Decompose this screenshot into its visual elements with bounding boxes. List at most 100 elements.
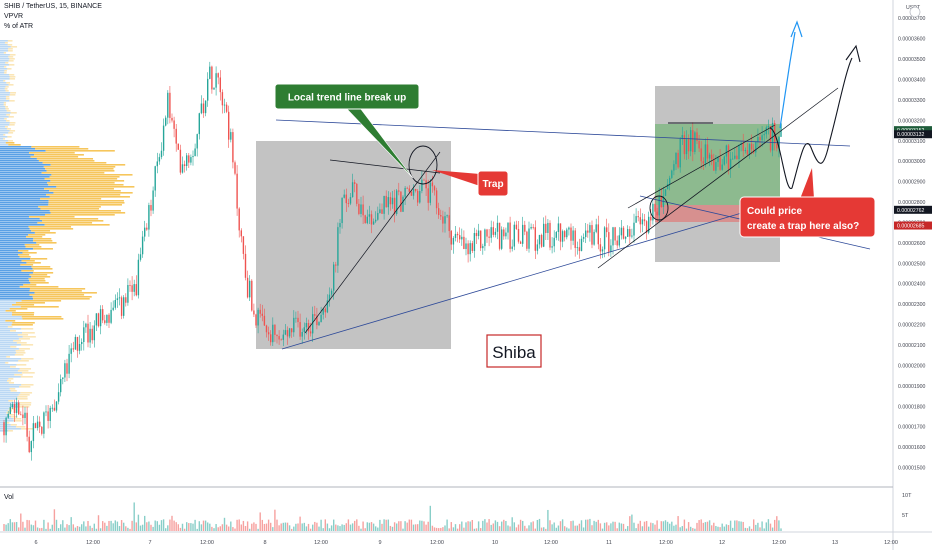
candle-body (158, 157, 161, 162)
candle-body (120, 297, 123, 316)
price-tag[interactable] (894, 221, 932, 230)
candle-body (624, 236, 627, 239)
vp-bar-up (0, 240, 34, 242)
price-tick-label: 0.00001700 (898, 425, 926, 431)
breakout-trend-line[interactable] (627, 124, 776, 209)
price-tag[interactable] (894, 205, 932, 214)
volume-bar (358, 525, 360, 531)
price-tick-label: 0.00003300 (898, 98, 926, 104)
vp-bar-down (44, 178, 118, 180)
symbol-title[interactable]: SHIB / TetherUS, 15, BINANCE (4, 3, 102, 10)
breakout-circle[interactable] (408, 145, 438, 185)
candle-body (133, 284, 135, 292)
vp-bar-up (0, 176, 50, 178)
candle-body (148, 205, 150, 230)
vp-bar-up (0, 284, 24, 286)
candle-body (257, 309, 259, 326)
candle-body (83, 327, 85, 342)
vp-bar-down (31, 230, 51, 232)
candle-body (459, 235, 461, 240)
volume-bar (91, 527, 93, 531)
volume-bar (421, 520, 423, 531)
candle-body (358, 203, 360, 214)
bullish-projection-path[interactable] (779, 31, 796, 129)
candle-body (284, 330, 287, 335)
vp-bar-down (8, 48, 13, 50)
vp-bar-up (0, 326, 8, 328)
volume-bar (146, 522, 148, 531)
volume-bar (379, 519, 381, 531)
candles[interactable] (3, 61, 782, 461)
volume-bar (112, 523, 114, 531)
vp-bar-down (9, 76, 16, 78)
candle-body (776, 143, 778, 149)
candle-body (135, 284, 137, 296)
projection-arrow-blue[interactable] (790, 20, 803, 38)
volume-bar (303, 522, 305, 531)
vp-bar-down (32, 296, 92, 298)
volume-bar (690, 526, 692, 531)
vp-bar-up (0, 250, 19, 252)
volume-bar (288, 525, 291, 531)
volume-bar (444, 525, 446, 531)
price-tag[interactable] (894, 126, 932, 135)
vp-bar-down (25, 246, 42, 248)
vp-bar-up (0, 100, 10, 102)
volume-bar (555, 527, 557, 531)
trap-scenario-path[interactable] (769, 57, 853, 189)
vp-bar-down (6, 114, 11, 116)
vp-bar-down (29, 228, 74, 230)
price-tick-label: 0.00002100 (898, 343, 926, 349)
trend-break-callout[interactable] (274, 83, 420, 110)
could-price-callout[interactable] (739, 196, 876, 238)
vp-bar-up (0, 54, 10, 56)
candle-body (729, 158, 732, 169)
vp-bar-down (20, 392, 33, 394)
indicator-name[interactable]: VPVR (4, 13, 24, 20)
local-resistance-line[interactable] (329, 159, 441, 174)
vp-bar-up (0, 62, 6, 64)
volume-bar (242, 520, 245, 531)
volume-bar (645, 520, 648, 531)
price-axis[interactable]: 0.00003700 0.00003600 0.00003500 0.00003400… (894, 5, 932, 519)
volume-bar (181, 523, 184, 531)
candle-body (708, 154, 711, 159)
breakout-circle-2[interactable] (649, 195, 669, 221)
vp-bar-up (0, 184, 49, 186)
candle-body (673, 164, 675, 171)
volume-bars[interactable] (3, 502, 782, 531)
volume-bar (442, 527, 444, 531)
candle-body (648, 216, 650, 233)
shiba-title-box[interactable] (486, 334, 542, 368)
volume-bar (11, 522, 14, 531)
volume-bar (333, 519, 335, 531)
candle-body (194, 148, 196, 157)
breakout-support-line[interactable] (597, 87, 839, 269)
volume-bar (9, 519, 11, 531)
volume-bar (723, 526, 725, 531)
vp-bar-down (33, 248, 53, 250)
candle-body (114, 300, 116, 308)
vp-bar-up (0, 72, 5, 74)
ascending-trend-line[interactable] (281, 211, 746, 350)
volume-bar (238, 519, 240, 531)
price-tag[interactable] (894, 130, 932, 139)
projection-arrow-black[interactable] (845, 44, 861, 63)
vp-bar-up (0, 350, 16, 352)
volume-profile[interactable] (0, 40, 135, 432)
vp-bar-down (49, 190, 121, 192)
vp-bar-up (0, 402, 20, 404)
vp-bar-up (0, 420, 14, 422)
volume-bar (681, 526, 683, 531)
time-axis[interactable]: 6 12:00 7 12:00 8 12:00 9 12:00 10 12:00 11 12:00 12… (34, 540, 897, 546)
settings-icon[interactable] (909, 6, 921, 18)
trap-callout[interactable] (477, 170, 509, 197)
candle-body (70, 348, 72, 354)
candle-body (727, 145, 730, 169)
candle-body (423, 179, 425, 181)
vp-bar-up (0, 126, 5, 128)
range-box-left[interactable] (256, 141, 451, 349)
volume-bar (578, 523, 581, 531)
candle-body (572, 230, 574, 241)
